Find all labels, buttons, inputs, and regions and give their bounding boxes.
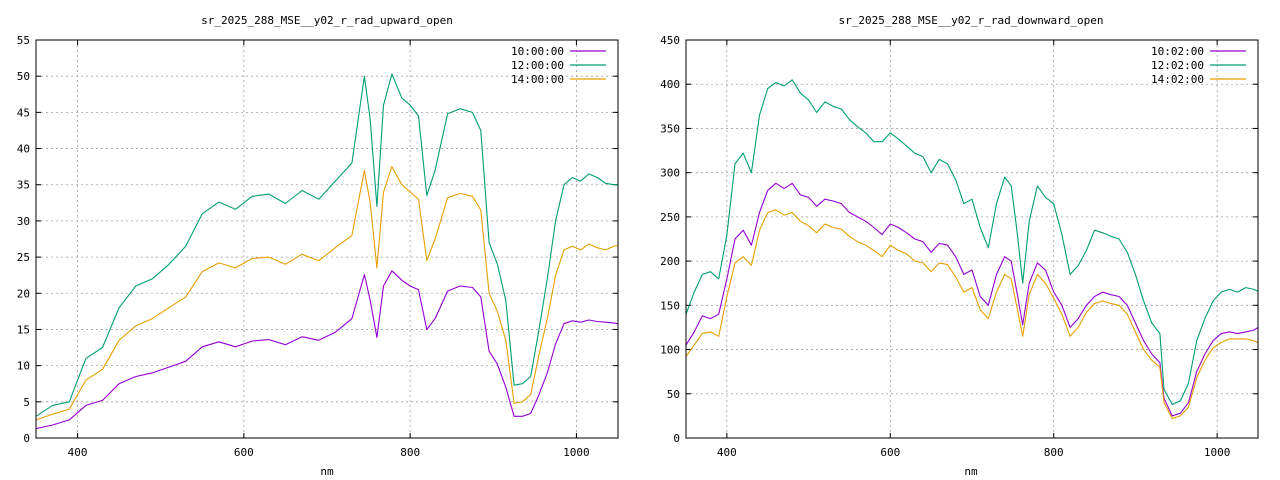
y-tick-label: 5	[23, 396, 30, 409]
x-tick-label: 800	[400, 446, 420, 459]
x-tick-label: 1000	[563, 446, 590, 459]
legend-label: 10:02:00	[1151, 45, 1204, 58]
x-tick-label: 1000	[1204, 446, 1231, 459]
y-tick-label: 100	[660, 344, 680, 357]
x-tick-label: 600	[880, 446, 900, 459]
series-line	[35, 166, 619, 421]
x-tick-label: 400	[68, 446, 88, 459]
chart-title: sr_2025_288_MSE__y02_r_rad_downward_open	[839, 14, 1104, 27]
y-tick-label: 200	[660, 255, 680, 268]
x-axis-label: nm	[964, 465, 978, 478]
x-axis-label: nm	[320, 465, 334, 478]
y-tick-label: 150	[660, 299, 680, 312]
y-tick-label: 40	[17, 143, 30, 156]
y-tick-label: 250	[660, 211, 680, 224]
y-tick-label: 55	[17, 34, 30, 47]
y-tick-label: 45	[17, 106, 30, 119]
y-tick-label: 20	[17, 287, 30, 300]
y-tick-label: 10	[17, 360, 30, 373]
x-tick-label: 600	[234, 446, 254, 459]
y-tick-label: 15	[17, 323, 30, 336]
x-tick-label: 800	[1044, 446, 1064, 459]
y-tick-label: 0	[673, 432, 680, 445]
upward-radiance-panel: sr_2025_288_MSE__y02_r_rad_upward_open n…	[17, 14, 619, 478]
y-tick-label: 50	[17, 70, 30, 83]
legend-label: 14:00:00	[511, 73, 564, 86]
y-tick-label: 25	[17, 251, 30, 264]
plot-frame	[35, 39, 619, 439]
downward-radiance-panel: sr_2025_288_MSE__y02_r_rad_downward_open…	[660, 14, 1259, 478]
series-line	[35, 73, 618, 417]
series-line	[35, 270, 619, 430]
legend-label: 12:00:00	[511, 59, 564, 72]
y-tick-label: 300	[660, 167, 680, 180]
plot-frame	[685, 39, 1259, 439]
y-tick-label: 30	[17, 215, 30, 228]
y-tick-label: 50	[667, 388, 680, 401]
y-tick-label: 400	[660, 78, 680, 91]
y-tick-label: 450	[660, 34, 680, 47]
y-tick-label: 0	[23, 432, 30, 445]
y-tick-label: 350	[660, 122, 680, 135]
legend-label: 14:02:00	[1151, 73, 1204, 86]
y-tick-label: 35	[17, 179, 30, 192]
series-line	[685, 79, 1259, 405]
chart-title: sr_2025_288_MSE__y02_r_rad_upward_open	[201, 14, 453, 27]
legend-label: 10:00:00	[511, 45, 564, 58]
legend-label: 12:02:00	[1151, 59, 1204, 72]
x-tick-label: 400	[717, 446, 737, 459]
series-line	[685, 182, 1259, 417]
series-line	[685, 209, 1259, 420]
